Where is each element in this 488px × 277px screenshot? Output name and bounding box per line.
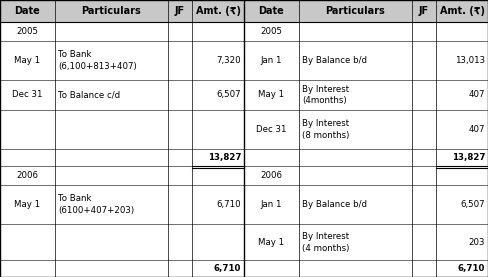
Text: By Interest
(4 months): By Interest (4 months) (302, 232, 350, 253)
Text: 13,827: 13,827 (207, 153, 241, 162)
Text: JF: JF (419, 6, 429, 16)
Text: 13,013: 13,013 (455, 56, 485, 65)
Text: Amt. (₹): Amt. (₹) (196, 6, 241, 16)
Text: 6,507: 6,507 (461, 200, 485, 209)
Text: 2005: 2005 (261, 27, 283, 36)
Bar (436, 0, 488, 22)
Text: 6,710: 6,710 (217, 200, 241, 209)
Text: May 1: May 1 (14, 56, 41, 65)
Text: Dec 31: Dec 31 (12, 91, 42, 99)
Bar (244, 0, 299, 22)
Text: 6,710: 6,710 (214, 264, 241, 273)
Bar (412, 0, 436, 22)
Bar (192, 0, 244, 22)
Text: May 1: May 1 (258, 91, 285, 99)
Text: By Interest
(8 months): By Interest (8 months) (302, 119, 350, 140)
Text: To Bank
(6100+407+203): To Bank (6100+407+203) (58, 194, 134, 215)
Text: Jan 1: Jan 1 (261, 200, 282, 209)
Text: 7,320: 7,320 (217, 56, 241, 65)
Text: By Balance b/d: By Balance b/d (302, 56, 367, 65)
Text: Date: Date (15, 6, 41, 16)
Text: By Interest
(4months): By Interest (4months) (302, 84, 349, 105)
Text: By Balance b/d: By Balance b/d (302, 200, 367, 209)
Text: Date: Date (259, 6, 285, 16)
Text: 2005: 2005 (17, 27, 39, 36)
Text: 2006: 2006 (261, 171, 283, 180)
Text: Amt. (₹): Amt. (₹) (440, 6, 485, 16)
Text: May 1: May 1 (14, 200, 41, 209)
Text: 407: 407 (468, 91, 485, 99)
Text: May 1: May 1 (258, 238, 285, 247)
Text: Particulars: Particulars (325, 6, 385, 16)
Text: 6,507: 6,507 (217, 91, 241, 99)
Bar (55, 0, 168, 22)
Text: Particulars: Particulars (81, 6, 141, 16)
Bar (168, 0, 192, 22)
Text: 407: 407 (468, 125, 485, 134)
Text: 6,710: 6,710 (458, 264, 485, 273)
Bar (0, 0, 55, 22)
Text: 13,827: 13,827 (451, 153, 485, 162)
Text: To Bank
(6,100+813+407): To Bank (6,100+813+407) (58, 50, 137, 71)
Text: To Balance c/d: To Balance c/d (58, 91, 121, 99)
Text: Dec 31: Dec 31 (256, 125, 286, 134)
Text: 2006: 2006 (17, 171, 39, 180)
Bar (299, 0, 412, 22)
Text: JF: JF (175, 6, 185, 16)
Text: 203: 203 (468, 238, 485, 247)
Text: Jan 1: Jan 1 (261, 56, 282, 65)
